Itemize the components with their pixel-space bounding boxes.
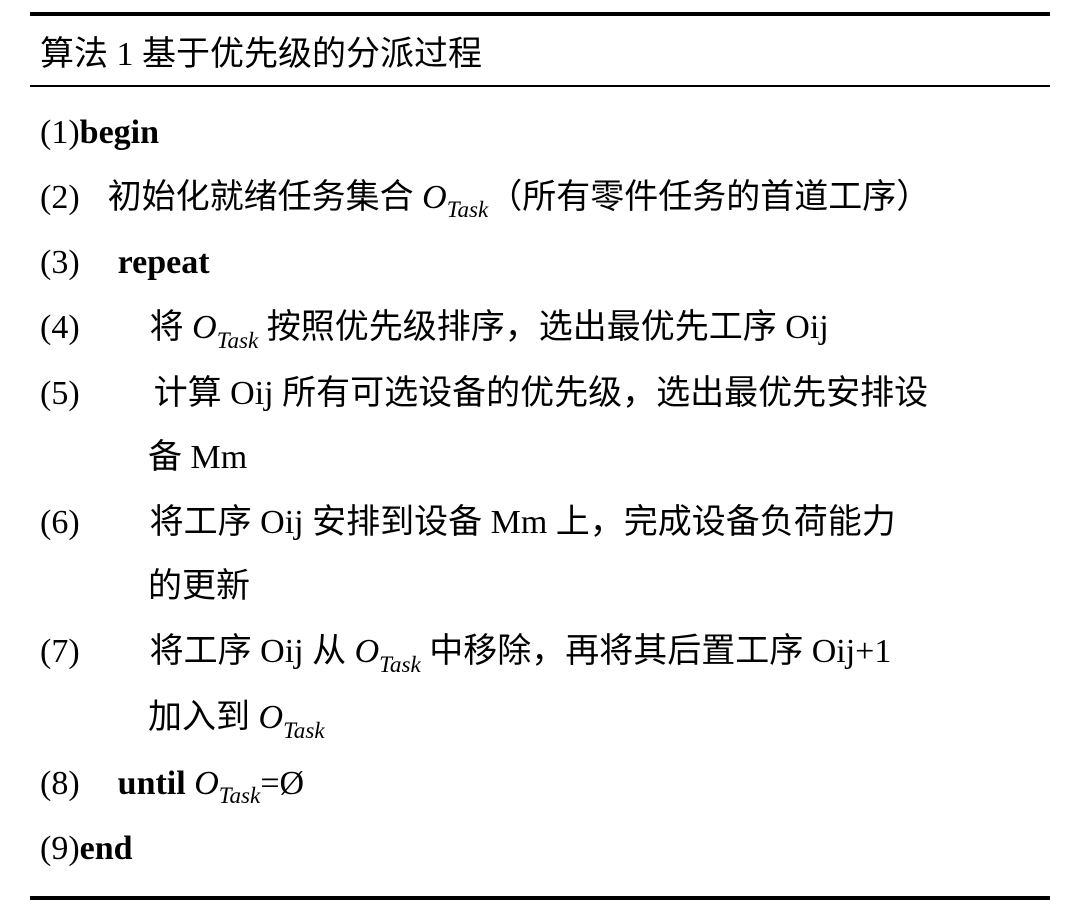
header-title: 基于优先级的分派过程 [142,36,482,73]
bottom-rule [30,896,1050,900]
text: 将工序 Oij 安排到设备 Mm 上，完成设备负荷能力 [150,504,896,541]
line-number: (7) [40,620,80,685]
algo-line-5-cont: 备 Mm [40,426,1050,491]
var-O: O [259,699,284,736]
algorithm-block: 算法 1 基于优先级的分派过程 (1) begin (2) 初始化就绪任务集合 … [0,0,1080,912]
line-number: (1) [40,101,80,166]
var-sub: Task [217,328,259,354]
algo-line-3: (3) repeat [40,231,1050,296]
algo-line-2: (2) 初始化就绪任务集合 OTask（所有零件任务的首道工序） [40,166,1050,232]
var-sub: Task [447,197,489,223]
algo-line-8: (8) until OTask=Ø [40,752,1050,818]
keyword-begin: begin [80,114,159,151]
line-number: (6) [40,491,80,556]
text: 将 [150,309,193,346]
text: 将工序 Oij 从 [150,633,355,670]
keyword-repeat: repeat [118,244,210,281]
algo-line-5: (5) 计算 Oij 所有可选设备的优先级，选出最优先安排设 [40,362,1050,427]
var-O: O [192,309,217,346]
algo-line-6-cont: 的更新 [40,555,1050,620]
var-O: O [355,633,380,670]
line-number: (2) [40,166,80,231]
text: =Ø [260,765,304,802]
text: （所有零件任务的首道工序） [488,179,930,216]
algo-line-7: (7) 将工序 Oij 从 OTask 中移除，再将其后置工序 Oij+1 [40,620,1050,686]
keyword-until: until [118,765,186,802]
header-prefix: 算法 1 [40,36,134,73]
line-number: (3) [40,231,80,296]
algo-line-1: (1) begin [40,101,1050,166]
var-sub: Task [283,718,325,744]
text: 备 Mm [148,439,247,476]
text: 加入到 [148,699,259,736]
line-number: (9) [40,817,80,882]
text: 中移除，再将其后置工序 Oij+1 [421,633,892,670]
algorithm-body: (1) begin (2) 初始化就绪任务集合 OTask（所有零件任务的首道工… [30,87,1050,896]
algo-line-4: (4) 将 OTask 按照优先级排序，选出最优先工序 Oij [40,296,1050,362]
algo-line-9: (9) end [40,817,1050,882]
var-O: O [422,179,447,216]
keyword-end: end [80,830,133,867]
algo-line-6: (6) 将工序 Oij 安排到设备 Mm 上，完成设备负荷能力 [40,491,1050,556]
line-number: (5) [40,362,80,427]
line-number: (8) [40,752,80,817]
algorithm-header: 算法 1 基于优先级的分派过程 [30,16,1050,85]
text: 计算 Oij 所有可选设备的优先级，选出最优先安排设 [154,375,928,412]
line-number: (4) [40,296,80,361]
text: 初始化就绪任务集合 [108,179,423,216]
text: 按照优先级排序，选出最优先工序 Oij [258,309,828,346]
var-sub: Task [219,783,261,809]
algo-line-7-cont: 加入到 OTask [40,686,1050,752]
text: 的更新 [148,568,250,605]
var-sub: Task [379,652,421,678]
var-O: O [194,765,219,802]
